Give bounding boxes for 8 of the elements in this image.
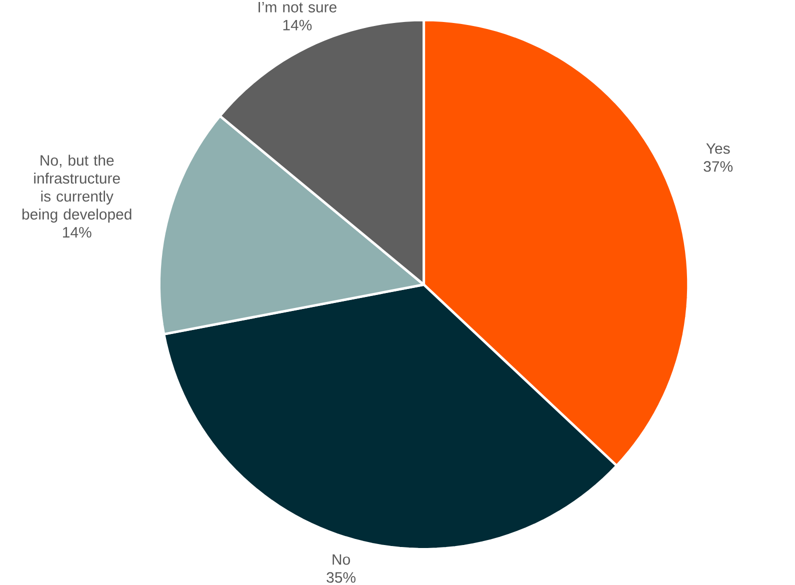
slice-label: Yes [706,143,730,154]
data-label: 37% [704,161,733,172]
slice-label: I’m not sure [258,2,336,13]
slice-label: No, but the infrastructure is currently being developed [22,154,132,223]
slice-label: No [332,554,350,565]
data-label: 14% [283,20,312,30]
data-label: 14% [63,227,92,238]
data-label: 35% [326,572,356,583]
